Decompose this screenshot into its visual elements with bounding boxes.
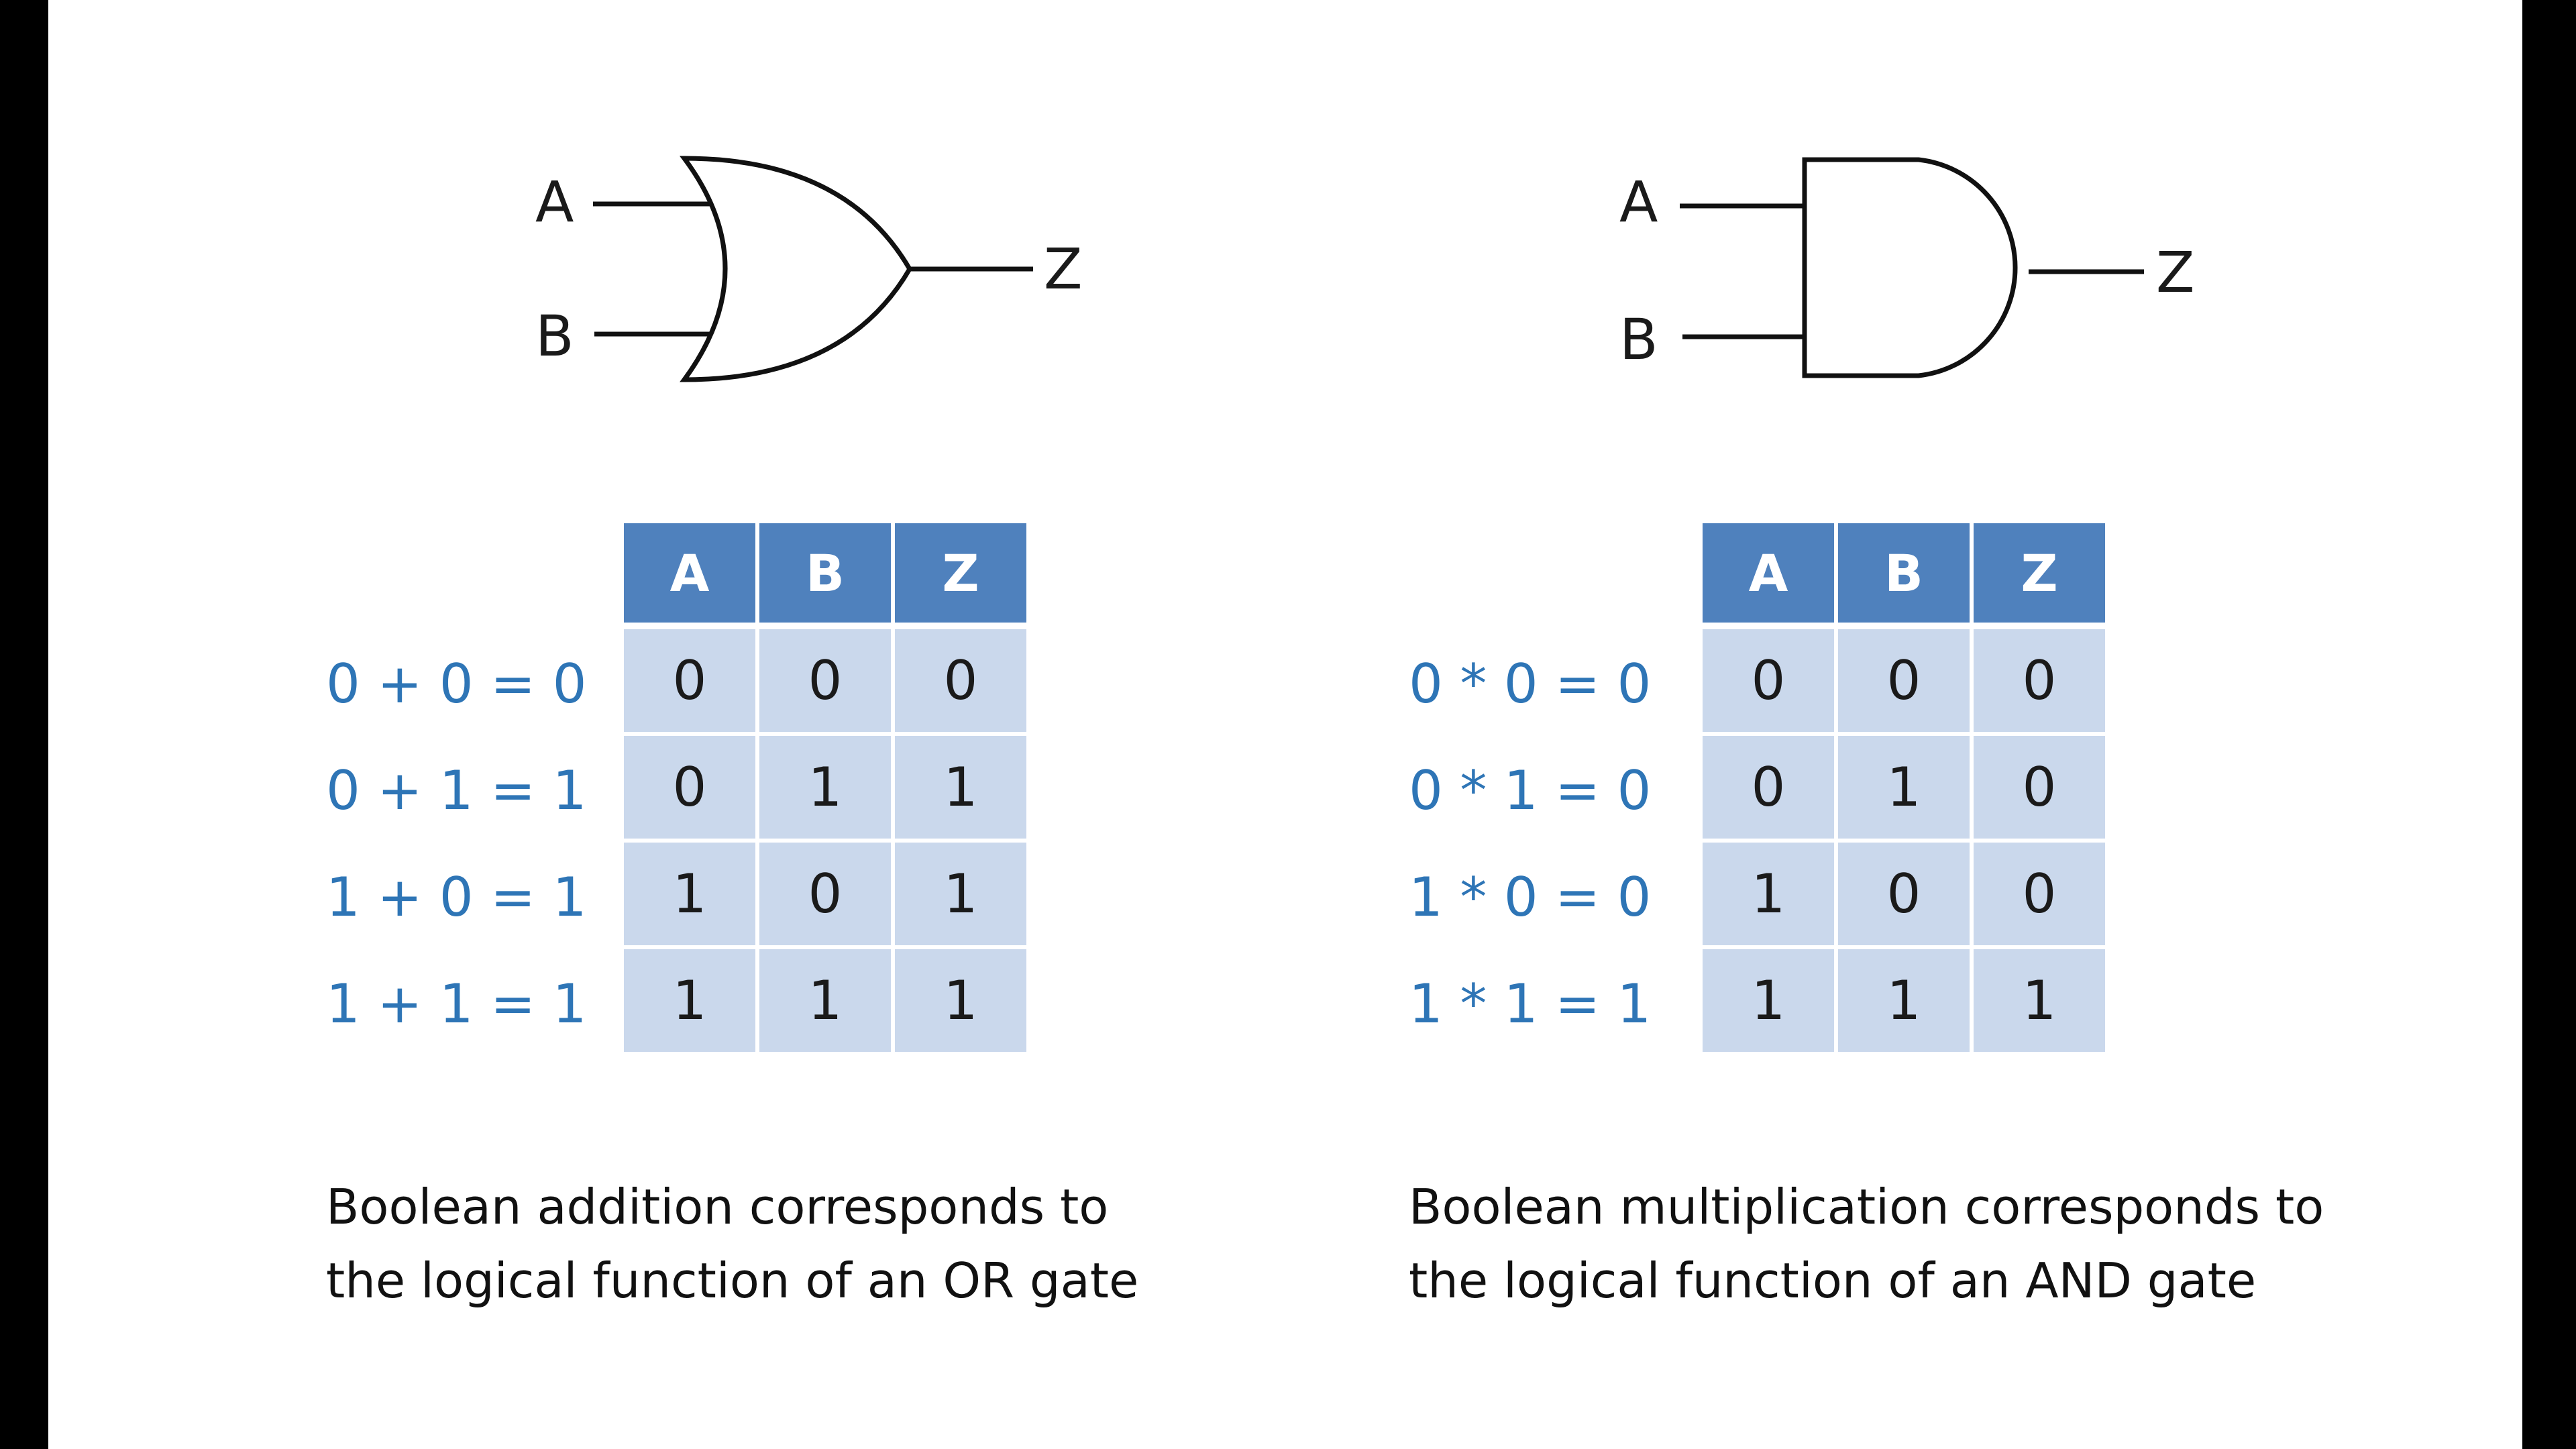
- table-row: 1 0 0: [1703, 843, 2105, 945]
- table-cell: 0: [1838, 629, 1970, 732]
- table-cell: 1: [895, 736, 1026, 839]
- table-cell: 1: [759, 949, 891, 1052]
- or-equations: 0 + 0 = 0 0 + 1 = 1 1 + 0 = 1 1 + 1 = 1: [326, 631, 586, 1057]
- table-cell: 1: [1703, 843, 1834, 945]
- table-cell: 0: [1974, 629, 2105, 732]
- or-caption: Boolean addition corresponds to the logi…: [326, 1170, 1138, 1318]
- table-cell: 0: [1974, 736, 2105, 839]
- table-cell: 1: [624, 949, 755, 1052]
- table-cell: 0: [759, 629, 891, 732]
- and-caption: Boolean multiplication corresponds to th…: [1409, 1170, 2324, 1318]
- table-cell: 0: [624, 736, 755, 839]
- table-cell: 0: [895, 629, 1026, 732]
- table-cell: 1: [1703, 949, 1834, 1052]
- table-cell: 0: [1838, 843, 1970, 945]
- or-equation: 0 + 1 = 1: [326, 759, 587, 822]
- table-row: 0 1 1: [624, 736, 1026, 839]
- table-cell: 1: [1974, 949, 2105, 1052]
- gate-diagrams: A B Z A B Z: [535, 156, 2195, 382]
- and-header-z: Z: [1974, 523, 2105, 625]
- table-cell: 1: [1838, 736, 1970, 839]
- or-equation: 1 + 0 = 1: [326, 866, 587, 928]
- table-row: 1 0 1: [624, 843, 1026, 945]
- or-caption-line-2: the logical function of an OR gate: [326, 1252, 1139, 1309]
- and-caption-line-1: Boolean multiplication corresponds to: [1409, 1179, 2324, 1235]
- and-input-b-label: B: [1619, 307, 1658, 372]
- or-input-a-label: A: [535, 169, 574, 235]
- and-output-label: Z: [2156, 239, 2195, 305]
- or-input-b-label: B: [535, 303, 574, 369]
- and-equation: 0 * 1 = 0: [1409, 759, 1652, 822]
- and-input-a-label: A: [1619, 169, 1658, 235]
- and-gate-icon: [1802, 157, 2018, 378]
- or-header-z: Z: [895, 523, 1026, 625]
- and-truth-table: A B Z 0 0 0 0 1 0 1 0 0 1 1: [1699, 519, 2109, 1056]
- table-cell: 0: [759, 843, 891, 945]
- and-header-b: B: [1838, 523, 1970, 625]
- table-cell: 0: [624, 629, 755, 732]
- table-row: 1 1 1: [1703, 949, 2105, 1052]
- or-header-b: B: [759, 523, 891, 625]
- table-cell: 0: [1974, 843, 2105, 945]
- and-equations: 0 * 0 = 0 0 * 1 = 0 1 * 0 = 0 1 * 1 = 1: [1409, 631, 1651, 1057]
- table-cell: 0: [1703, 629, 1834, 732]
- table-cell: 1: [895, 949, 1026, 1052]
- or-truth-table: A B Z 0 0 0 0 1 1 1 0 1 1 1: [620, 519, 1030, 1056]
- or-equation: 0 + 0 = 0: [326, 653, 587, 715]
- or-output-label: Z: [1044, 236, 1083, 302]
- or-gate-diagram: A B Z: [535, 156, 1083, 382]
- table-cell: 1: [1838, 949, 1970, 1052]
- table-row: 0 0 0: [624, 629, 1026, 732]
- slide: [48, 0, 2522, 1449]
- or-table-header-row: A B Z: [624, 523, 1026, 625]
- or-header-a: A: [624, 523, 755, 625]
- table-cell: 1: [759, 736, 891, 839]
- letterbox-right: [2522, 0, 2576, 1449]
- and-equation: 1 * 1 = 1: [1409, 973, 1652, 1035]
- table-cell: 0: [1703, 736, 1834, 839]
- or-caption-line-1: Boolean addition corresponds to: [326, 1179, 1109, 1235]
- and-caption-line-2: the logical function of an AND gate: [1409, 1252, 2257, 1309]
- letterbox-left: [0, 0, 48, 1449]
- and-gate-diagram: A B Z: [1619, 157, 2195, 378]
- table-row: 0 0 0: [1703, 629, 2105, 732]
- table-cell: 1: [624, 843, 755, 945]
- and-header-a: A: [1703, 523, 1834, 625]
- and-equation: 0 * 0 = 0: [1409, 653, 1652, 715]
- table-row: 1 1 1: [624, 949, 1026, 1052]
- or-equation: 1 + 1 = 1: [326, 973, 587, 1035]
- and-table-header-row: A B Z: [1703, 523, 2105, 625]
- and-equation: 1 * 0 = 0: [1409, 866, 1652, 928]
- table-row: 0 1 0: [1703, 736, 2105, 839]
- or-gate-icon: [680, 156, 913, 382]
- table-cell: 1: [895, 843, 1026, 945]
